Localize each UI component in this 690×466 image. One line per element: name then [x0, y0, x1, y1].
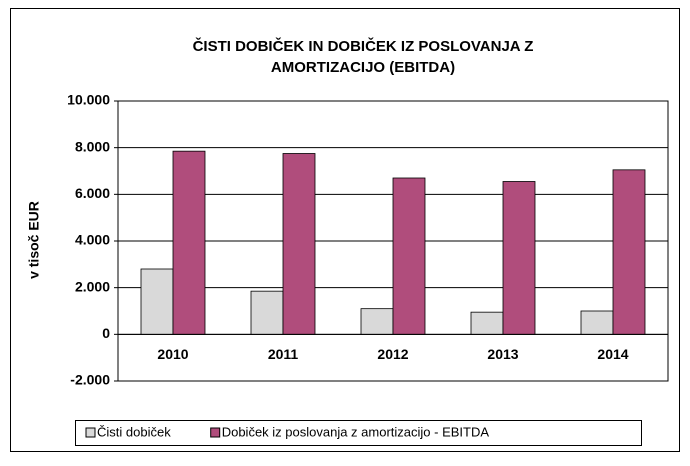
bar: [250, 290, 284, 335]
y-tick-label: 2.000: [75, 278, 110, 294]
y-tick-label: -2.000: [70, 372, 110, 388]
x-tick-label: 2012: [377, 346, 408, 362]
x-tick-label: 2014: [597, 346, 628, 362]
bar: [502, 181, 536, 335]
y-tick-label: 10.000: [67, 92, 110, 108]
y-tick-label: 0: [102, 325, 110, 341]
bar: [360, 308, 394, 335]
x-tick-label: 2011: [268, 346, 299, 362]
bar: [580, 310, 614, 335]
y-tick-label: 4.000: [75, 232, 110, 248]
legend-label: Čisti dobiček: [97, 424, 171, 439]
legend-label: Dobiček iz poslovanja z amortizacijo - E…: [222, 424, 490, 439]
chart-title: ČISTI DOBIČEK IN DOBIČEK IZ POSLOVANJA Z: [193, 37, 534, 55]
bar: [470, 311, 504, 335]
bar: [612, 169, 646, 335]
bar: [172, 150, 206, 335]
legend-swatch: [210, 427, 221, 438]
bar: [392, 177, 426, 335]
y-axis-label: v tisoč EUR: [26, 201, 42, 279]
x-tick-label: 2013: [487, 346, 518, 362]
chart-title: AMORTIZACIJO (EBITDA): [271, 59, 455, 76]
y-tick-label: 8.000: [75, 138, 110, 154]
bar: [282, 153, 316, 335]
bar: [140, 268, 174, 335]
x-tick-label: 2010: [157, 346, 188, 362]
legend-box: [75, 420, 642, 446]
y-tick-label: 6.000: [75, 185, 110, 201]
legend-swatch: [85, 427, 96, 438]
